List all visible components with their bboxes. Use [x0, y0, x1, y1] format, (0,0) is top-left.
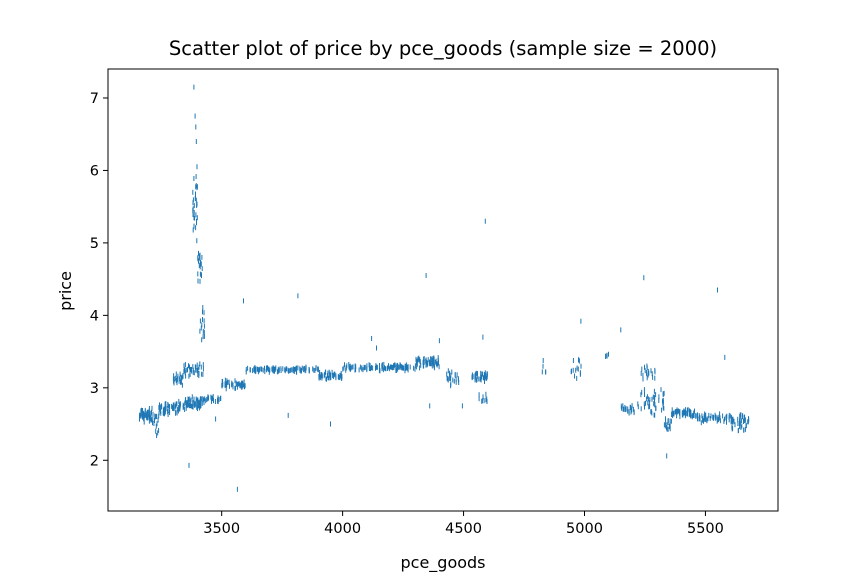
plot-frame	[107, 68, 779, 512]
x-tick-label: 5500	[687, 521, 724, 537]
x-tick-label: 4500	[445, 521, 482, 537]
y-tick-label: 4	[90, 308, 99, 324]
data-points	[139, 84, 750, 492]
y-tick-label: 6	[90, 163, 99, 179]
y-tick-label: 2	[90, 453, 99, 469]
y-tick-label: 3	[90, 381, 99, 397]
x-tick-label: 5000	[566, 521, 603, 537]
x-tick-label: 3500	[203, 521, 240, 537]
y-axis-ticks: 2 3 4 5 6 7	[90, 91, 108, 469]
x-tick-label: 4000	[324, 521, 361, 537]
y-tick-label: 7	[90, 91, 99, 107]
chart-title: Scatter plot of price by pce_goods (samp…	[169, 37, 717, 60]
x-axis-label: pce_goods	[400, 553, 485, 573]
y-tick-label: 5	[90, 236, 99, 252]
y-axis-label: price	[56, 271, 75, 311]
x-axis-ticks: 3500 4000 4500 5000 5500	[203, 511, 724, 537]
